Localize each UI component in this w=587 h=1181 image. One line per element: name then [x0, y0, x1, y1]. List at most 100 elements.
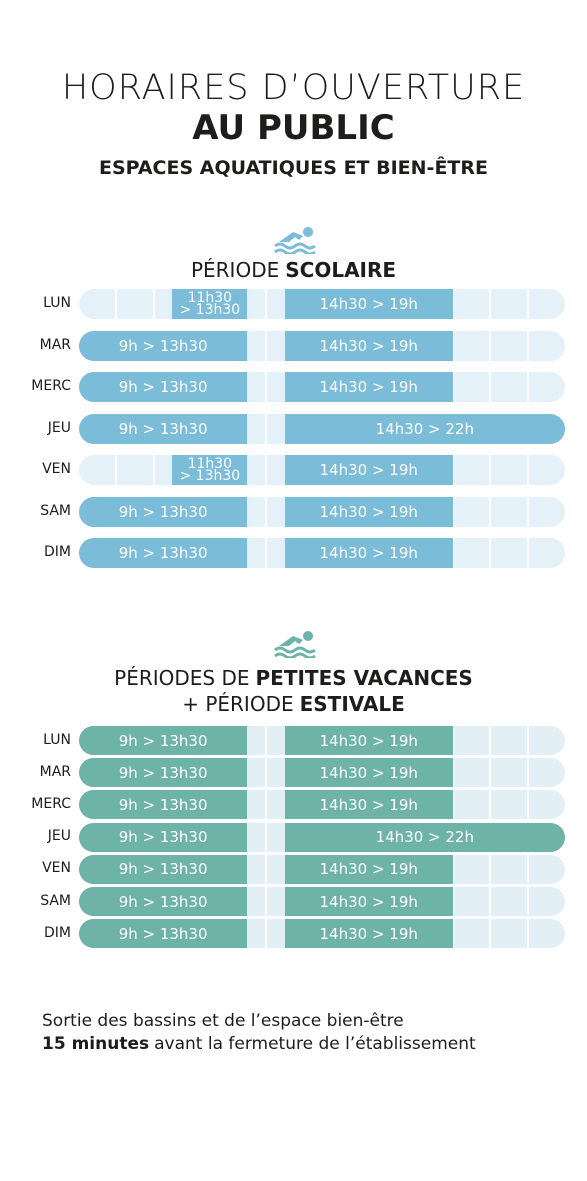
- title: HORAIRES D’OUVERTURE: [61, 68, 526, 108]
- time-slot: 14h30 > 19h: [284, 455, 453, 485]
- time-slot: 9h > 13h30: [79, 372, 248, 402]
- time-label: > 13h30: [179, 302, 241, 318]
- schedule-row: 9h > 13h30 14h30 > 19h: [79, 538, 565, 568]
- time-slot: 14h30 > 19h: [284, 758, 453, 788]
- footer-text: avant la fermeture de l’établissement: [154, 1034, 476, 1054]
- time-label: 14h30 > 19h: [319, 892, 418, 911]
- schedule-row: 9h > 13h30 14h30 > 22h: [79, 822, 565, 852]
- hour-divider: [115, 455, 118, 485]
- schedule-row: 9h > 13h30 14h30 > 19h: [79, 854, 565, 884]
- footer-line: Sortie des bassins et de l’espace bien-ê…: [42, 1011, 404, 1031]
- hour-divider: [489, 726, 492, 755]
- day-label: LUN: [43, 731, 71, 748]
- hour-divider: [451, 919, 454, 949]
- time-slot: 9h > 13h30: [79, 919, 248, 949]
- time-slot: 9h > 13h30: [79, 538, 248, 568]
- hour-divider: [264, 455, 267, 485]
- time-label: 14h30 > 19h: [319, 295, 418, 313]
- time-label: > 13h30: [179, 468, 241, 484]
- section-title-text: + PÉRIODE: [182, 692, 294, 716]
- schedule-row: 9h > 13h30 14h30 > 19h: [79, 790, 565, 820]
- schedule-row: 9h > 13h30 14h30 > 19h: [79, 919, 565, 949]
- hour-divider: [489, 372, 492, 402]
- schedule-row: 9h > 13h30 14h30 > 19h: [79, 726, 565, 755]
- time-label: 14h30 > 19h: [319, 924, 418, 943]
- hour-divider: [489, 790, 492, 820]
- hour-divider: [264, 538, 267, 568]
- time-slot: 9h > 13h30: [79, 758, 248, 788]
- schedule-row: 9h > 13h30 14h30 > 19h: [79, 758, 565, 788]
- hour-divider: [451, 496, 454, 527]
- time-slot: 14h30 > 19h: [284, 887, 453, 916]
- time-label: 9h > 13h30: [118, 419, 208, 438]
- time-label: 14h30 > 19h: [319, 378, 418, 396]
- time-label: 9h > 13h30: [118, 763, 208, 782]
- hour-divider: [264, 726, 267, 755]
- hour-divider: [264, 496, 267, 527]
- footer: Sortie des bassins et de l’espace bien-ê…: [42, 1010, 476, 1056]
- schedule-row: 9h > 13h30 14h30 > 19h: [79, 372, 565, 402]
- section-title-text: PÉRIODE: [190, 258, 280, 282]
- time-label: 11h30: [187, 456, 233, 472]
- time-label: 14h30 > 22h: [375, 828, 474, 847]
- time-label: 9h > 13h30: [118, 892, 208, 911]
- section-title-bold: ESTIVALE: [299, 692, 405, 716]
- day-label: JEU: [47, 828, 71, 845]
- time-label: 9h > 13h30: [118, 828, 208, 847]
- day-label: MAR: [39, 763, 71, 780]
- schedule-row: 9h > 13h30 14h30 > 19h: [79, 496, 565, 527]
- day-label: SAM: [40, 892, 71, 909]
- time-slot: 9h > 13h30: [79, 854, 248, 884]
- hour-divider: [526, 538, 529, 568]
- day-label: DIM: [44, 544, 71, 560]
- time-label: 14h30 > 19h: [319, 731, 418, 750]
- time-slot: 14h30 > 19h: [284, 538, 453, 568]
- day-label: JEU: [47, 419, 71, 436]
- time-slot: 14h30 > 19h: [284, 726, 453, 755]
- time-label: 14h30 > 19h: [319, 795, 418, 814]
- hour-divider: [489, 538, 492, 568]
- time-label: 14h30 > 19h: [319, 860, 418, 879]
- hour-divider: [489, 758, 492, 788]
- hour-divider: [526, 372, 529, 402]
- time-label: 14h30 > 19h: [319, 461, 418, 479]
- section-title: PÉRIODES DE PETITES VACANCES: [0, 666, 587, 690]
- day-label: MAR: [39, 336, 71, 353]
- schedule-row: 9h > 13h30 14h30 > 19h: [79, 887, 565, 916]
- swim-icon: [274, 631, 316, 658]
- time-slot: 9h > 13h30: [79, 726, 248, 755]
- hour-divider: [264, 758, 267, 788]
- hour-divider: [526, 790, 529, 820]
- time-slot: 14h30 > 22h: [284, 413, 565, 444]
- section-title-bold: PETITES VACANCES: [255, 666, 473, 690]
- day-label: VEN: [42, 461, 71, 477]
- schedule-row: 9h > 13h30 14h30 > 22h: [79, 413, 565, 444]
- hour-divider: [264, 919, 267, 949]
- hour-divider: [526, 919, 529, 949]
- schedule-row: 11h30 > 13h30 14h30 > 19h: [79, 289, 565, 319]
- hour-divider: [526, 455, 529, 485]
- footer-bold: 15 minutes: [42, 1034, 150, 1054]
- time-label: 14h30 > 22h: [375, 419, 474, 438]
- hour-divider: [451, 289, 454, 319]
- title-bold: AU PUBLIC: [192, 108, 395, 148]
- footer-line: 15 minutes avant la fermeture de l’établi…: [42, 1033, 476, 1056]
- hour-divider: [489, 455, 492, 485]
- time-label: 11h30: [187, 290, 233, 306]
- hour-divider: [526, 758, 529, 788]
- time-slot: 14h30 > 22h: [284, 822, 565, 852]
- time-slot: 14h30 > 19h: [284, 289, 453, 319]
- hour-divider: [451, 330, 454, 361]
- time-slot: 14h30 > 19h: [284, 496, 453, 527]
- hour-divider: [451, 538, 454, 568]
- hour-divider: [115, 289, 118, 319]
- hour-divider: [264, 289, 267, 319]
- hour-divider: [264, 790, 267, 820]
- hour-divider: [526, 496, 529, 527]
- subtitle: ESPACES AQUATIQUES ET BIEN-ÊTRE: [98, 157, 488, 179]
- hour-divider: [451, 372, 454, 402]
- day-label: MERC: [31, 378, 71, 394]
- hour-divider: [152, 455, 155, 485]
- time-label: 9h > 13h30: [118, 502, 208, 521]
